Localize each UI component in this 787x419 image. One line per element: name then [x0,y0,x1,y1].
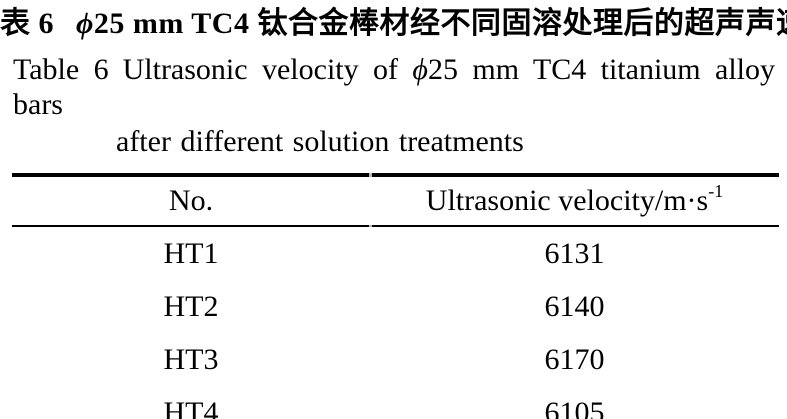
caption-en-text-pre: Ultrasonic velocity of [122,53,413,86]
row-no: HT3 [163,342,219,376]
table-caption-chinese: 表 6 ϕ25 mm TC4 钛合金棒材经不同固溶处理后的超声声速 [0,5,787,43]
caption-en-text-post: 25 mm TC4 titanium alloy bars [13,53,776,121]
column-header-no: No. [168,184,214,217]
table-top-rule [12,173,779,177]
row-velocity: 6105 [544,395,605,419]
phi-symbol: ϕ [76,7,94,40]
column-header-velocity: Ultrasonic velocity/m·s-1 [370,181,779,218]
row-velocity: 6140 [544,289,605,323]
table-row: HT4 6105 [12,386,779,419]
row-velocity: 6131 [544,236,605,270]
table-row: HT1 6131 [12,227,779,280]
phi-symbol: ϕ [412,53,428,86]
velocity-unit-text: Ultrasonic velocity/m·s [425,184,709,217]
table-row: HT3 6170 [12,333,779,386]
table-header-rule [12,225,779,227]
data-table: No. Ultrasonic velocity/m·s-1 HT1 6131 H… [12,173,779,419]
velocity-unit-exponent: -1 [708,181,724,201]
caption-zh-table-number: 表 6 [0,7,54,40]
caption-zh-text: 25 mm TC4 钛合金棒材经不同固溶处理后的超声声速 [93,7,787,40]
table-caption-english-line2: after different solution treatments [0,124,787,159]
caption-en-line2-text: after different solution treatments [116,125,524,158]
row-velocity: 6170 [544,342,605,376]
row-no: HT2 [163,289,219,323]
table-header-row: No. Ultrasonic velocity/m·s-1 [12,177,779,225]
row-no: HT4 [163,395,219,419]
table-caption-english-line1: Table 6 Ultrasonic velocity of ϕ25 mm TC4… [0,52,787,122]
table-row: HT2 6140 [12,280,779,333]
caption-en-table-number: Table 6 [13,53,109,86]
row-no: HT1 [163,236,219,270]
